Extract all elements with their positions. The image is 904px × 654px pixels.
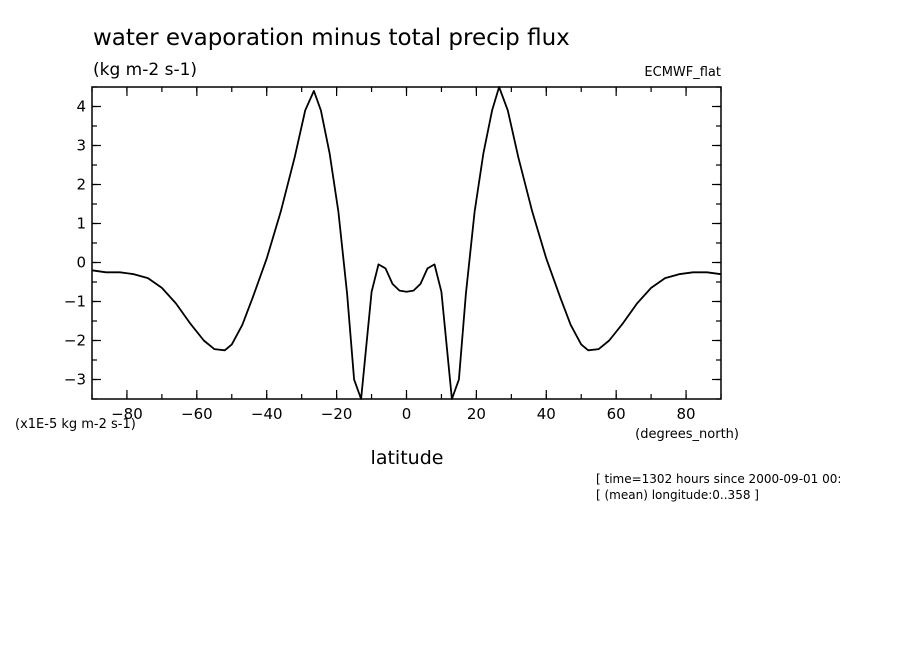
model-label: ECMWF_flat bbox=[644, 65, 721, 80]
time-annotation: [ time=1302 hours since 2000-09-01 00: bbox=[596, 472, 841, 486]
x-units-label: (degrees_north) bbox=[635, 427, 739, 442]
y-tick-label: 2 bbox=[76, 176, 86, 194]
x-tick-label: 40 bbox=[537, 405, 556, 423]
x-tick-label: 0 bbox=[402, 405, 412, 423]
chart-units: (kg m-2 s-1) bbox=[93, 60, 197, 80]
y-tick-label: −3 bbox=[64, 371, 86, 389]
x-tick-label: −40 bbox=[251, 405, 283, 423]
y-scale-label: (x1E-5 kg m-2 s-1) bbox=[15, 417, 136, 432]
y-tick-label: 4 bbox=[76, 98, 86, 116]
axis-ticks bbox=[91, 86, 722, 400]
x-tick-label: −60 bbox=[181, 405, 213, 423]
y-tick-label: 1 bbox=[76, 215, 86, 233]
plot-frame bbox=[91, 86, 722, 400]
x-tick-label: 20 bbox=[467, 405, 486, 423]
y-tick-label: 3 bbox=[76, 137, 86, 155]
tick-labels: −80 −60 −40 −20 0 20 40 60 80 −3 −2 −1 0 1 2 3 4 bbox=[64, 98, 696, 424]
series-line bbox=[91, 86, 722, 400]
x-tick-label: 60 bbox=[607, 405, 626, 423]
x-axis-label: latitude bbox=[371, 447, 444, 469]
y-tick-label: −1 bbox=[64, 293, 86, 311]
x-tick-label: −80 bbox=[111, 405, 143, 423]
chart-title: water evaporation minus total precip flu… bbox=[93, 25, 570, 51]
longitude-annotation: [ (mean) longitude:0..358 ] bbox=[596, 488, 759, 502]
x-tick-label: −20 bbox=[321, 405, 353, 423]
y-tick-label: 0 bbox=[76, 254, 86, 272]
y-tick-label: −2 bbox=[64, 332, 86, 350]
x-tick-label: 80 bbox=[677, 405, 696, 423]
